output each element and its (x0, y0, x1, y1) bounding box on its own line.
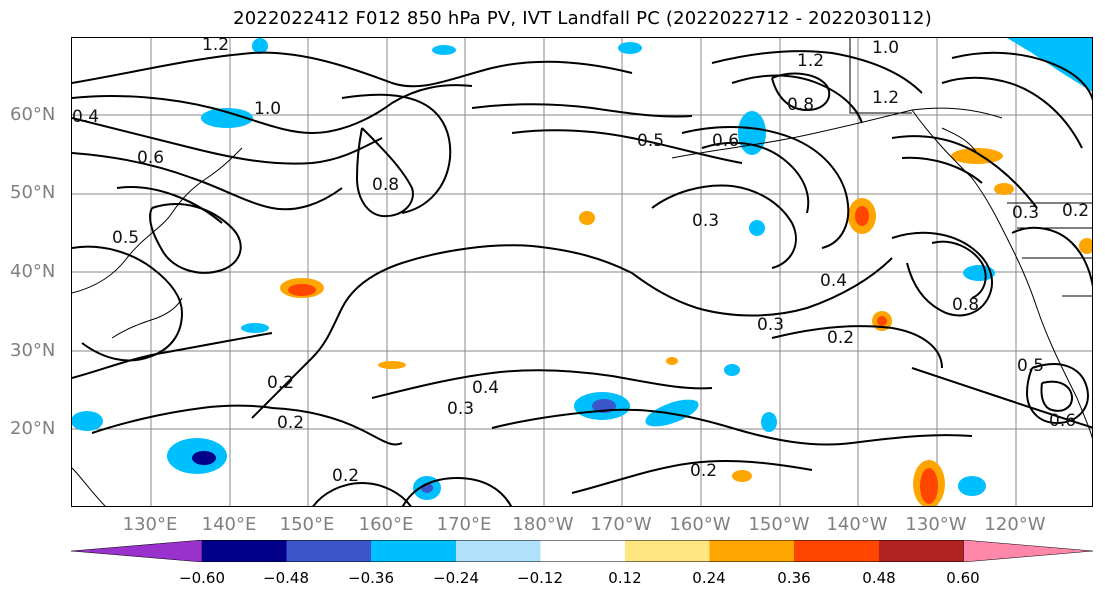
contour-label: 1.2 (872, 88, 899, 108)
colorbar-bin (709, 540, 794, 562)
colorbar-tick: −0.48 (263, 569, 309, 587)
colorbar-bin (625, 540, 710, 562)
lon-label-170w: 170°W (590, 514, 652, 535)
lat-label-60n: 60°N (10, 104, 56, 125)
contour-label: 0.3 (447, 399, 474, 419)
colorbar-extend-max (963, 540, 1093, 562)
graticule (72, 38, 1092, 506)
lon-label-130w: 130°W (905, 514, 967, 535)
lat-label-30n: 30°N (10, 340, 56, 361)
colorbar-bin (879, 540, 964, 562)
contour-label: 0.4 (820, 271, 847, 291)
contour-label: 0.5 (1017, 356, 1044, 376)
lon-label-160w: 160°W (669, 514, 731, 535)
contour-label: 0.6 (137, 148, 164, 168)
contour-labels: 1.2 1.2 1.0 0.8 0.6 0.5 0.4 0.3 0.2 0.2 … (72, 38, 1089, 486)
colorbar-tick: 0.36 (777, 569, 811, 587)
contour-label: 0.5 (637, 131, 664, 151)
contour-label: 0.2 (332, 466, 359, 486)
colorbar-tick: −0.60 (179, 569, 225, 587)
colorbar-extend-min (71, 540, 203, 562)
pv-contours (72, 50, 1092, 506)
lon-label-150e: 150°E (279, 514, 335, 535)
colorbar-tick: 0.48 (862, 569, 896, 587)
contour-label: 0.2 (827, 328, 854, 348)
contour-label: 0.2 (1062, 201, 1089, 221)
lon-label-170e: 170°E (436, 514, 492, 535)
lon-label-140e: 140°E (201, 514, 257, 535)
colorbar-bin (540, 540, 625, 562)
colorbar-bin (286, 540, 371, 562)
map-title: 2022022412 F012 850 hPa PV, IVT Landfall… (233, 8, 932, 29)
contour-label: 0.2 (267, 373, 294, 393)
lon-label-140w: 140°W (826, 514, 888, 535)
contour-label: 0.3 (692, 211, 719, 231)
shaded-anomalies (72, 38, 1092, 506)
lon-label-150w: 150°W (748, 514, 810, 535)
contour-label: 0.6 (1049, 411, 1076, 431)
contour-label: 1.2 (797, 51, 824, 71)
lat-label-20n: 20°N (10, 418, 56, 439)
colorbar (71, 540, 1093, 562)
lat-label-40n: 40°N (10, 261, 56, 282)
colorbar-tick: −0.36 (348, 569, 394, 587)
contour-label: 0.4 (72, 107, 99, 127)
contour-label: 0.3 (1012, 203, 1039, 223)
contour-label: 0.2 (690, 461, 717, 481)
contour-label: 1.0 (872, 38, 899, 58)
lat-label-50n: 50°N (10, 182, 56, 203)
contour-label: 1.2 (202, 38, 229, 55)
colorbar-bin (371, 540, 456, 562)
colorbar-bin (456, 540, 541, 562)
lon-label-130e: 130°E (122, 514, 178, 535)
map-panel: 1.2 1.2 1.0 0.8 0.6 0.5 0.4 0.3 0.2 0.2 … (71, 37, 1093, 507)
contour-label: 0.2 (277, 413, 304, 433)
map-canvas: 1.2 1.2 1.0 0.8 0.6 0.5 0.4 0.3 0.2 0.2 … (72, 38, 1092, 506)
contour-label: 0.4 (472, 378, 499, 398)
coastlines (72, 38, 1092, 506)
contour-label: 0.6 (712, 131, 739, 151)
contour-label: 0.8 (787, 95, 814, 115)
colorbar-tick: 0.24 (692, 569, 726, 587)
contour-label: 0.8 (372, 175, 399, 195)
colorbar-tick: 0.12 (608, 569, 642, 587)
lon-label-120w: 120°W (984, 514, 1046, 535)
contour-label: 0.5 (112, 228, 139, 248)
lon-label-180w: 180°W (512, 514, 574, 535)
colorbar-bin (202, 540, 287, 562)
colorbar-bin (794, 540, 879, 562)
colorbar-tick: −0.24 (433, 569, 479, 587)
lon-label-160e: 160°E (358, 514, 414, 535)
colorbar-tick: −0.12 (517, 569, 563, 587)
colorbar-tick: 0.60 (946, 569, 980, 587)
contour-label: 0.8 (952, 295, 979, 315)
contour-label: 1.0 (254, 99, 281, 119)
contour-label: 0.3 (757, 315, 784, 335)
